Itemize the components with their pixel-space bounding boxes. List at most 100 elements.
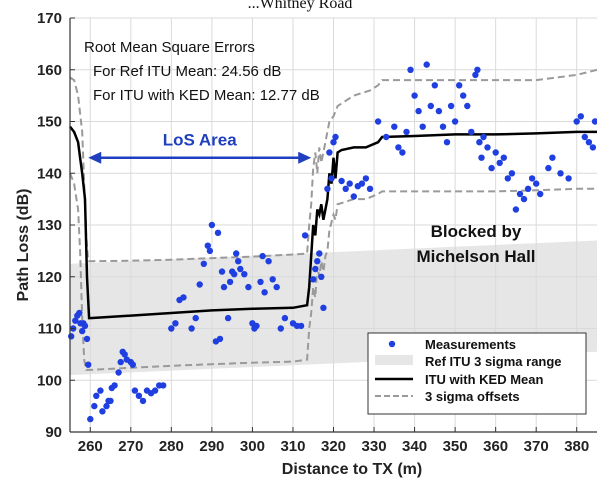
measurement-point [591,118,597,125]
legend-box [367,332,587,415]
rmse-ref-itu: For Ref ITU Mean: 24.56 dB [93,63,281,80]
measurement-point [93,392,100,399]
blocked-label-line1: Blocked by [431,222,522,241]
measurement-point [111,382,118,389]
measurement-point [196,281,203,288]
measurement-point [504,175,511,182]
measurement-point [326,149,333,156]
measurement-point [374,118,382,125]
measurement-point [318,273,325,280]
measurement-point [261,289,268,296]
x-tick-label: 360 [483,438,508,455]
measurement-point [577,113,584,120]
measurement-point [456,82,463,89]
sigma-offset-upper-line [69,68,597,263]
measurement-point [474,66,481,74]
blocked-label-line2: Michelson Hall [416,247,535,266]
measurement-point [172,320,179,327]
measurement-point [87,415,94,423]
measurement-point [204,242,211,249]
measurement-point [224,314,232,322]
measurement-point [241,271,248,278]
measurement-point [496,159,503,167]
measurement-point [573,118,580,125]
x-tick-label: 370 [524,438,549,455]
measurement-point [81,322,89,330]
measurement-point [129,361,136,368]
measurement-point [265,258,272,265]
y-tick-label: 110 [38,321,62,338]
measurement-point [314,258,321,265]
y-tick-label: 90 [45,424,62,441]
measurement-point [188,325,195,332]
rmse-heading: Root Mean Square Errors [84,39,255,56]
x-tick-label: 350 [443,438,468,455]
measurement-point [83,335,91,343]
measurement-point [342,185,349,192]
measurement-point [383,133,390,141]
measurement-point [226,278,234,286]
measurement-point [330,139,337,146]
measurement-point [135,392,143,399]
measurement-point [403,128,410,136]
measurement-point [484,144,491,151]
measurement-point [72,317,79,324]
measurement-point [231,271,238,278]
y-tick-label: 130 [37,217,62,234]
x-tick-label: 340 [402,438,427,455]
measurement-point [512,206,520,213]
measurement-point [533,180,540,187]
measurement-point [407,66,414,74]
x-tick-label: 380 [564,438,589,455]
measurement-point [520,195,528,203]
y-tick-label: 120 [37,269,62,286]
measurement-point [208,221,216,229]
measurement-point [233,250,240,257]
measurement-point [415,107,422,115]
los-arrow-head-left [88,151,102,164]
measurement-point [585,139,593,146]
chart-title-fragment: ...Whitney Road [248,0,353,12]
measurement-point [312,265,319,273]
measurement-point [79,327,86,335]
measurement-point [557,170,564,177]
measurement-point [180,294,187,301]
x-tick-label: 310 [280,438,305,455]
measurement-point [192,314,199,322]
los-area-label: LoS Area [163,131,238,150]
y-tick-label: 140 [37,165,62,182]
measurement-point [200,260,207,267]
measurement-point [549,154,556,161]
legend-marker-band [375,355,413,365]
measurement-point [214,229,222,236]
x-tick-label: 270 [118,438,143,455]
measurement-point [103,402,110,410]
measurement-point [488,164,495,172]
measurement-point [320,304,327,311]
measurement-point [107,397,114,405]
measurement-point [451,118,459,125]
measurement-point [411,92,418,99]
measurement-point [301,232,309,239]
measurement-point [439,123,447,130]
measurement-point [492,149,499,156]
x-axis-label: Distance to TX (m) [282,461,422,478]
measurement-point [117,358,124,366]
x-tick-label: 300 [240,438,265,455]
legend-label-measurements: Measurements [425,337,516,352]
measurement-point [476,139,483,146]
measurement-point [91,402,98,410]
measurement-point [435,107,443,115]
measurement-point [121,351,128,358]
measurement-point [316,250,323,257]
measurement-point [472,71,479,79]
measurement-point [253,322,260,330]
y-tick-label: 100 [37,372,62,389]
measurement-point [366,185,374,192]
measurement-point [235,258,242,265]
measurement-point [350,193,357,200]
measurement-point [358,180,366,187]
measurement-point [273,283,280,291]
measurement-point [168,325,175,332]
